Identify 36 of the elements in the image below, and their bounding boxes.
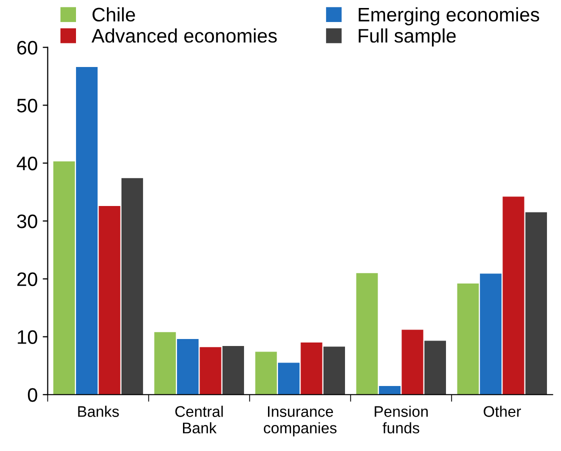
- y-tick-label: 0: [28, 388, 38, 402]
- legend-label: Chile: [92, 7, 135, 22]
- bar: [378, 386, 401, 395]
- bar: [356, 273, 378, 395]
- bar: [222, 346, 244, 395]
- legend-label: Emerging economies: [358, 7, 540, 26]
- y-tick-label: 50: [17, 98, 38, 112]
- y-tick-label: 60: [17, 40, 38, 55]
- x-tick-label: Insurance companies: [264, 406, 337, 436]
- bar: [457, 284, 479, 395]
- bar: [98, 206, 120, 395]
- x-tick-label: Other: [484, 406, 521, 417]
- bar: [154, 332, 176, 395]
- legend-label: Advanced economies: [92, 28, 277, 43]
- bar: [502, 196, 524, 395]
- bar: [278, 362, 300, 395]
- bar: [323, 346, 346, 395]
- bar: [53, 161, 75, 395]
- bar: [255, 352, 277, 395]
- bar: [300, 342, 322, 395]
- y-tick-label: 20: [17, 272, 38, 286]
- bar: [424, 340, 446, 395]
- legend-label: Full sample: [358, 28, 456, 47]
- bar: [525, 212, 547, 395]
- bar: [480, 274, 502, 395]
- bar: [121, 178, 144, 395]
- y-tick-label: 10: [18, 330, 38, 344]
- x-tick-label: Banks: [78, 406, 119, 417]
- x-tick-label: Pension funds: [374, 406, 428, 434]
- y-tick-label: 40: [16, 156, 38, 170]
- bar: [402, 330, 424, 395]
- bar: [76, 67, 98, 395]
- x-tick-label: Central Bank: [175, 406, 223, 434]
- bar: [200, 347, 222, 395]
- y-tick-label: 30: [17, 214, 38, 228]
- bar: [177, 339, 199, 395]
